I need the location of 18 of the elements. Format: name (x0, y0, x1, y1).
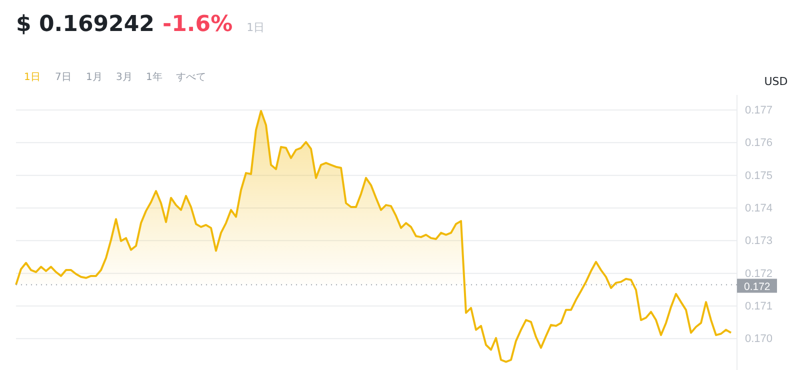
text: 1日 (246, 21, 265, 34)
y-axis-title: USD (764, 75, 788, 88)
y-tick-label: 0.177 (745, 104, 773, 117)
y-tick-label: 0.171 (745, 300, 773, 313)
text: 3月 (116, 72, 132, 83)
y-tick-label: 0.176 (745, 137, 773, 150)
text: 1日 (24, 72, 40, 83)
chart-title: $ 0.169242 (16, 12, 154, 37)
text: 1月 (86, 72, 102, 83)
chart-subtitle: -1.6% (162, 12, 233, 37)
y-tick-label: 0.172 (745, 268, 773, 280)
text: 1年 (146, 71, 162, 83)
text: 7日 (55, 72, 72, 83)
y-tick-label: 0.170 (745, 333, 773, 346)
y-tick-label: 0.175 (745, 170, 773, 182)
text: すべて (176, 72, 206, 83)
y-tick-label: 0.174 (745, 202, 773, 215)
y-tick-label: 0.173 (745, 235, 773, 248)
